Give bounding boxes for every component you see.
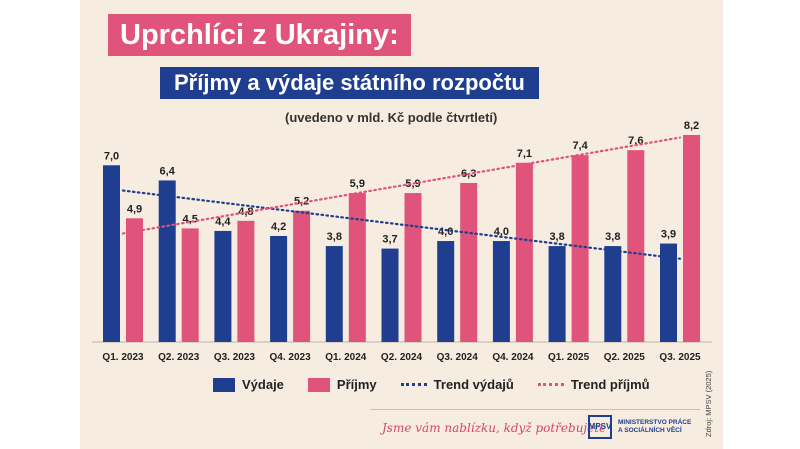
- legend-swatch-trend-prijmu: [537, 383, 564, 386]
- value-label-prijmy-0: 4,9: [127, 203, 142, 215]
- x-tick-label-0: Q1. 2023: [102, 352, 144, 363]
- value-label-vydaje-6: 4,0: [438, 226, 453, 238]
- unit-note: (uvedeno v mld. Kč podle čtvrtletí): [285, 110, 498, 125]
- bar-prijmy-2: [237, 220, 255, 342]
- bar-prijmy-6: [460, 182, 478, 342]
- x-tick-label-9: Q2. 2025: [604, 352, 646, 363]
- legend-item-prijmy: Příjmy: [307, 377, 377, 392]
- legend-label-vydaje: Výdaje: [242, 377, 284, 392]
- x-tick-label-10: Q3. 2025: [659, 352, 701, 363]
- ministry-name: MINISTERSTVO PRÁCE A SOCIÁLNÍCH VĚCÍ: [618, 419, 691, 435]
- bar-vydaje-10: [660, 243, 677, 342]
- legend-item-trend-vydaju: Trend výdajů: [400, 377, 514, 392]
- bar-vydaje-6: [437, 241, 455, 342]
- footer-divider: [370, 409, 700, 410]
- value-label-vydaje-9: 3,8: [605, 231, 620, 243]
- value-label-vydaje-4: 3,8: [327, 231, 342, 243]
- ministry-line-2: A SOCIÁLNÍCH VĚCÍ: [618, 427, 682, 434]
- value-label-prijmy-7: 7,1: [517, 148, 532, 160]
- value-label-vydaje-3: 4,2: [271, 221, 286, 233]
- bar-prijmy-8: [571, 155, 589, 342]
- legend-swatch-prijmy: [307, 377, 330, 392]
- bar-prijmy-1: [181, 228, 199, 342]
- x-tick-label-6: Q3. 2024: [437, 352, 479, 363]
- x-tick-label-5: Q2. 2024: [381, 352, 423, 363]
- value-label-vydaje-7: 4,0: [494, 226, 509, 238]
- legend-swatch-trend-vydaju: [400, 383, 427, 386]
- value-label-vydaje-1: 6,4: [160, 165, 176, 177]
- footer-slogan: Jsme vám nablízku, když potřebujete: [382, 421, 607, 435]
- legend-label-trend-vydaju: Trend výdajů: [433, 377, 514, 392]
- value-label-prijmy-10: 8,2: [684, 120, 699, 132]
- legend-label-prijmy: Příjmy: [336, 377, 377, 392]
- legend-swatch-vydaje: [213, 377, 235, 392]
- bar-prijmy-4: [348, 193, 366, 342]
- value-label-prijmy-4: 5,9: [350, 178, 365, 190]
- bar-vydaje-8: [548, 246, 566, 342]
- x-tick-label-2: Q3. 2023: [214, 352, 256, 363]
- chart-title: Uprchlíci z Ukrajiny:: [108, 14, 411, 56]
- value-label-vydaje-0: 7,0: [104, 150, 119, 162]
- value-label-vydaje-10: 3,9: [661, 229, 676, 241]
- ministry-line-1: MINISTERSTVO PRÁCE: [618, 419, 692, 426]
- x-tick-label-7: Q4. 2024: [492, 352, 534, 363]
- bar-vydaje-1: [158, 180, 176, 342]
- bar-vydaje-2: [214, 230, 232, 342]
- bar-prijmy-7: [515, 162, 533, 342]
- bar-prijmy-9: [627, 150, 645, 342]
- source-note: Zdroj: MPSV (2025): [704, 370, 713, 437]
- legend: Výdaje Příjmy Trend výdajů Trend příjmů: [213, 377, 674, 392]
- mpsv-logo: MPSV: [588, 415, 612, 439]
- bar-vydaje-0: [103, 165, 120, 342]
- value-label-prijmy-1: 4,5: [183, 213, 198, 225]
- bar-vydaje-9: [604, 246, 622, 342]
- trend-line-vydaju: [121, 189, 682, 260]
- bar-prijmy-0: [126, 218, 143, 342]
- bar-prijmy-3: [293, 210, 311, 342]
- trend-line-prijmu: [121, 136, 682, 235]
- legend-item-vydaje: Výdaje: [213, 377, 284, 392]
- x-tick-label-4: Q1. 2024: [325, 352, 367, 363]
- legend-item-trend-prijmu: Trend příjmů: [537, 377, 650, 392]
- value-label-prijmy-8: 7,4: [572, 140, 588, 152]
- chart-subtitle: Příjmy a výdaje státního rozpočtu: [160, 67, 539, 99]
- bar-vydaje-7: [492, 241, 510, 342]
- value-label-vydaje-8: 3,8: [549, 231, 564, 243]
- bar-vydaje-4: [325, 246, 343, 342]
- x-tick-label-1: Q2. 2023: [158, 352, 200, 363]
- bar-vydaje-3: [270, 235, 288, 342]
- x-tick-label-3: Q4. 2023: [270, 352, 312, 363]
- bar-prijmy-10: [683, 135, 700, 342]
- bar-vydaje-5: [381, 248, 399, 342]
- value-label-vydaje-5: 3,7: [382, 234, 397, 246]
- bar-prijmy-5: [404, 193, 422, 342]
- value-label-vydaje-2: 4,4: [215, 216, 231, 228]
- legend-label-trend-prijmu: Trend příjmů: [570, 377, 650, 392]
- x-tick-label-8: Q1. 2025: [548, 352, 590, 363]
